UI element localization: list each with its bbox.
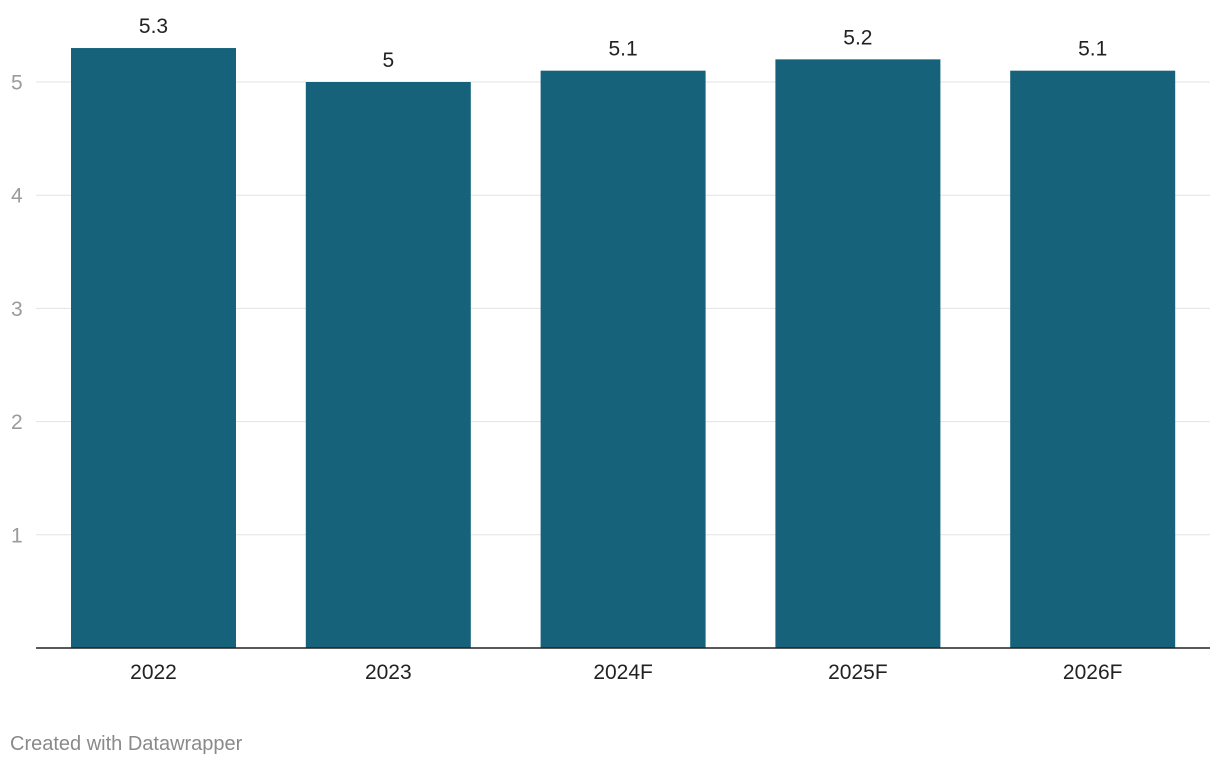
data-label: 5.1 [608, 38, 637, 61]
bar [305, 82, 471, 648]
x-tick-label: 2022 [130, 661, 177, 684]
data-labels: 5.3 5 5.1 5.2 5.1 [139, 15, 1107, 72]
y-tick-label: 4 [11, 185, 23, 208]
x-tick-label: 2026F [1063, 661, 1123, 684]
data-label: 5.3 [139, 15, 168, 38]
y-tick-label: 1 [11, 524, 23, 547]
bar [1010, 70, 1176, 649]
x-axis-ticks: 2022 2023 2024F 2025F 2026F [130, 661, 1122, 684]
bars [71, 48, 1176, 649]
data-label: 5 [382, 49, 394, 72]
y-axis-ticks: 1 2 3 4 5 [11, 72, 23, 548]
x-tick-label: 2025F [828, 661, 888, 684]
bar [540, 70, 706, 649]
y-tick-label: 2 [11, 411, 23, 434]
y-tick-label: 5 [11, 72, 23, 95]
credit-text: Created with Datawrapper [10, 733, 243, 755]
y-tick-label: 3 [11, 298, 23, 321]
bar [71, 48, 236, 649]
x-tick-label: 2023 [365, 661, 412, 684]
data-label: 5.2 [843, 26, 872, 49]
data-label: 5.1 [1078, 38, 1107, 61]
bar [775, 59, 941, 649]
x-tick-label: 2024F [593, 661, 653, 684]
